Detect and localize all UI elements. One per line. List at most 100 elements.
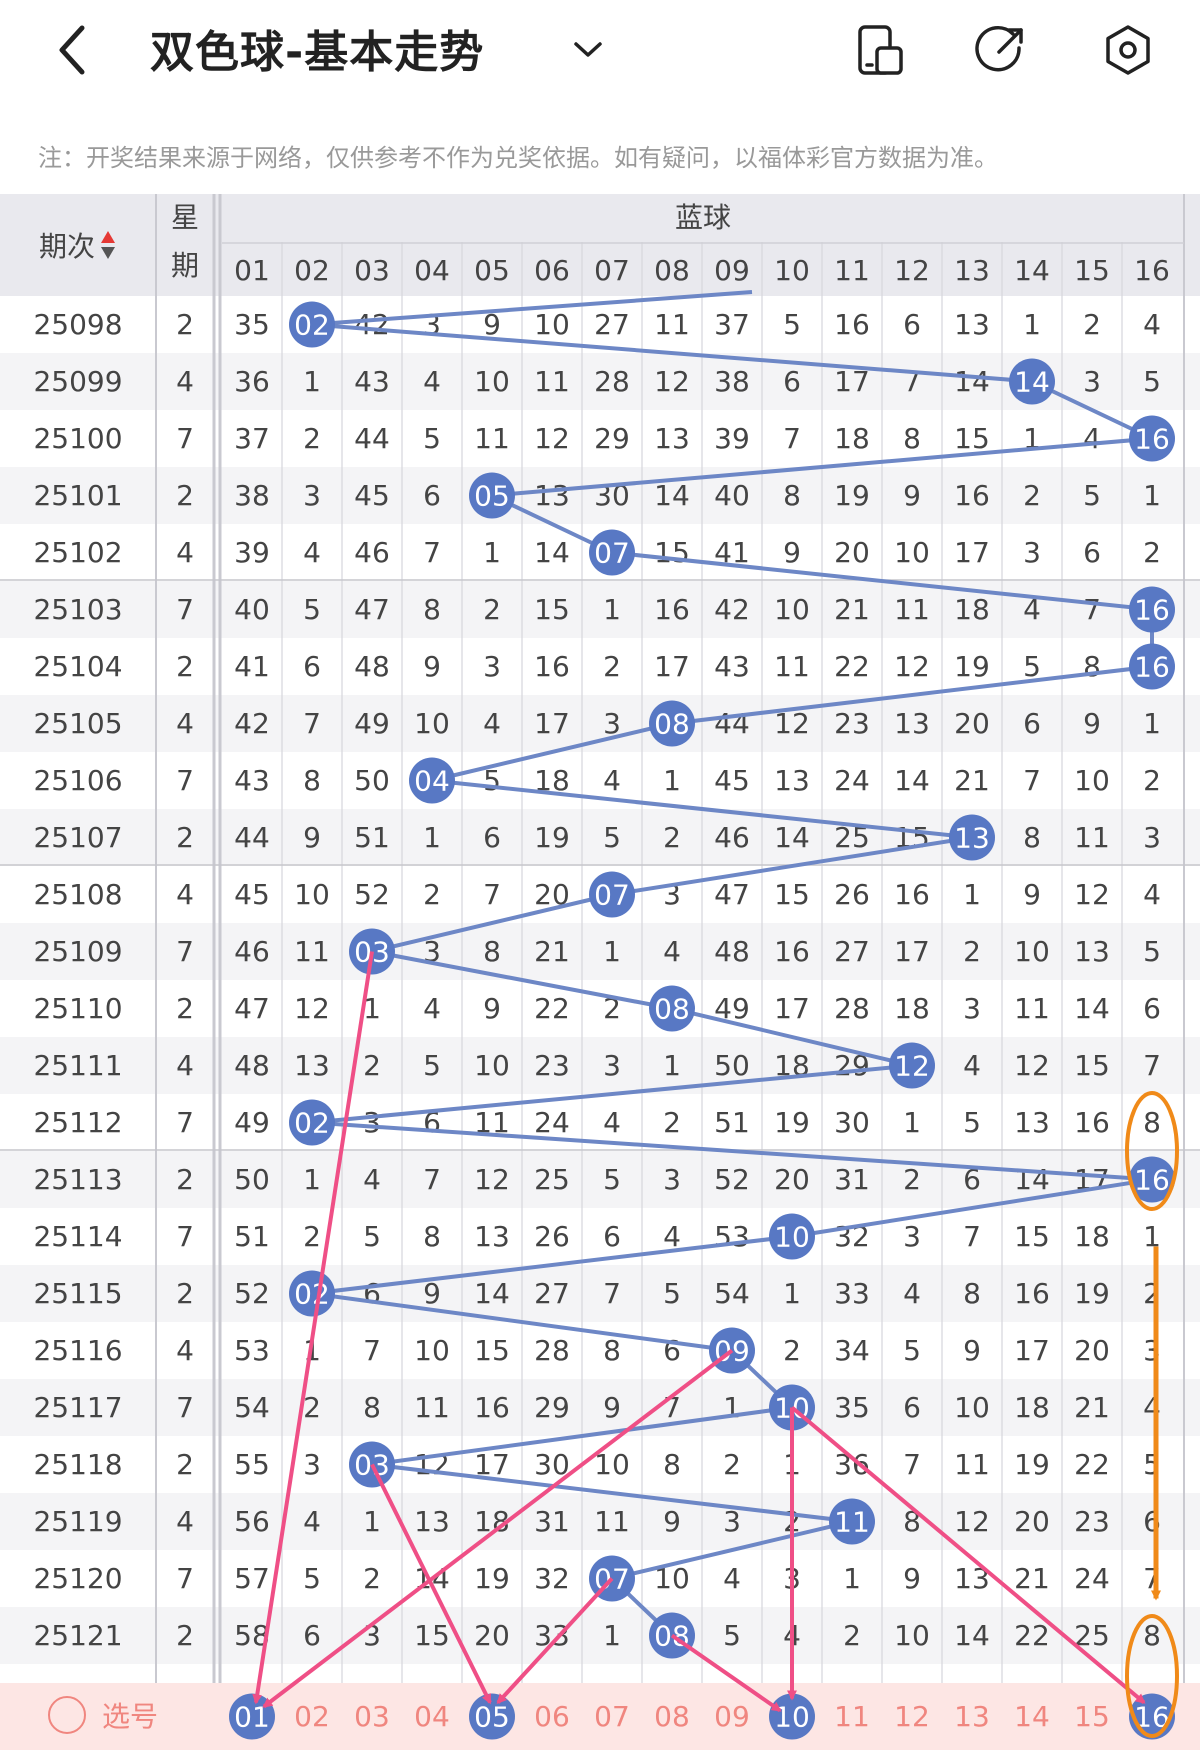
miss-count-cell: 10 bbox=[654, 1562, 690, 1595]
blue-header-11: 11 bbox=[834, 254, 870, 287]
table-header: 期次 星 期 蓝球 01 02 03 04 05 06 07 08 09 10 11 12 13 14 15… bbox=[0, 194, 1200, 296]
share-button[interactable] bbox=[973, 22, 1029, 78]
period-cell: 25103 bbox=[33, 593, 123, 626]
select-number-11[interactable]: 11 bbox=[834, 1700, 870, 1733]
miss-count-cell: 3 bbox=[1023, 536, 1041, 569]
weekday-header-line1: 星 bbox=[170, 201, 199, 234]
miss-count-cell: 21 bbox=[954, 764, 990, 797]
miss-count-cell: 22 bbox=[834, 650, 870, 683]
miss-count-cell: 6 bbox=[363, 1277, 381, 1310]
miss-count-cell: 10 bbox=[894, 1619, 930, 1652]
miss-count-cell: 7 bbox=[1083, 593, 1101, 626]
back-button[interactable] bbox=[44, 22, 100, 78]
select-number-08[interactable]: 08 bbox=[654, 1700, 690, 1733]
miss-count-cell: 13 bbox=[414, 1505, 450, 1538]
miss-count-cell: 11 bbox=[534, 365, 570, 398]
miss-count-cell: 18 bbox=[894, 992, 930, 1025]
miss-count-cell: 22 bbox=[1014, 1619, 1050, 1652]
select-number-04[interactable]: 04 bbox=[414, 1700, 450, 1733]
select-number-07[interactable]: 07 bbox=[594, 1700, 630, 1733]
weekday-cell: 7 bbox=[176, 1106, 194, 1139]
select-number-06[interactable]: 06 bbox=[534, 1700, 570, 1733]
miss-count-cell: 55 bbox=[234, 1448, 270, 1481]
table-row: 25104 2 41 6 48 9 3 16 2 17 43 11 22 12 19 5 8 bbox=[0, 638, 1200, 695]
miss-count-cell: 1 bbox=[603, 935, 621, 968]
miss-count-cell: 10 bbox=[414, 1334, 450, 1367]
select-number-14[interactable]: 14 bbox=[1014, 1700, 1050, 1733]
miss-count-cell: 1 bbox=[303, 365, 321, 398]
period-cell: 25113 bbox=[33, 1163, 123, 1196]
miss-count-cell: 5 bbox=[783, 308, 801, 341]
period-column-header[interactable]: 期次 bbox=[0, 194, 156, 296]
blue-header-07: 07 bbox=[594, 254, 630, 287]
miss-count-cell: 42 bbox=[354, 308, 390, 341]
miss-count-cell: 18 bbox=[474, 1505, 510, 1538]
select-number-12[interactable]: 12 bbox=[894, 1700, 930, 1733]
miss-count-cell: 16 bbox=[1074, 1106, 1110, 1139]
select-number-02[interactable]: 02 bbox=[294, 1700, 330, 1733]
miss-count-cell: 7 bbox=[1143, 1562, 1161, 1595]
miss-count-cell: 4 bbox=[423, 365, 441, 398]
page-title[interactable]: 双色球-基本走势 bbox=[150, 27, 485, 78]
miss-count-cell: 31 bbox=[534, 1505, 570, 1538]
blue-header-03: 03 bbox=[354, 254, 390, 287]
table-row: 25098 2 35 42 3 9 10 27 11 37 5 16 6 13 1 2 4 bbox=[0, 296, 1200, 353]
miss-count-cell: 25 bbox=[1074, 1619, 1110, 1652]
title-dropdown-button[interactable] bbox=[560, 22, 616, 78]
period-header-label: 期次 bbox=[38, 230, 95, 263]
miss-count-cell: 2 bbox=[303, 422, 321, 455]
miss-count-cell: 9 bbox=[663, 1505, 681, 1538]
miss-count-cell: 5 bbox=[963, 1106, 981, 1139]
miss-count-cell: 7 bbox=[423, 1163, 441, 1196]
miss-count-cell: 11 bbox=[594, 1505, 630, 1538]
weekday-cell: 2 bbox=[176, 1277, 194, 1310]
miss-count-cell: 8 bbox=[363, 1391, 381, 1424]
weekday-cell: 4 bbox=[176, 365, 194, 398]
miss-count-cell: 5 bbox=[1143, 935, 1161, 968]
miss-count-cell: 20 bbox=[954, 707, 990, 740]
miss-count-cell: 5 bbox=[423, 422, 441, 455]
miss-count-cell: 1 bbox=[903, 1106, 921, 1139]
miss-count-cell: 2 bbox=[1143, 536, 1161, 569]
miss-count-cell: 4 bbox=[1143, 1391, 1161, 1424]
miss-count-cell: 8 bbox=[303, 764, 321, 797]
miss-count-cell: 15 bbox=[774, 878, 810, 911]
chevron-down-icon bbox=[574, 42, 602, 57]
period-cell: 25101 bbox=[33, 479, 123, 512]
select-radio-icon[interactable] bbox=[48, 1696, 86, 1734]
select-label: 选号 bbox=[102, 1700, 159, 1733]
miss-count-cell: 13 bbox=[954, 308, 990, 341]
select-number-03[interactable]: 03 bbox=[354, 1700, 390, 1733]
weekday-cell: 2 bbox=[176, 1619, 194, 1652]
miss-count-cell: 44 bbox=[234, 821, 270, 854]
miss-count-cell: 4 bbox=[723, 1562, 741, 1595]
table-row: 25111 4 48 13 2 5 10 23 3 1 50 18 29 4 12 15 7 bbox=[0, 1037, 1200, 1094]
weekday-cell: 4 bbox=[176, 1334, 194, 1367]
miss-count-cell: 3 bbox=[723, 1505, 741, 1538]
miss-count-cell: 18 bbox=[834, 422, 870, 455]
miss-count-cell: 13 bbox=[954, 1562, 990, 1595]
miss-count-cell: 24 bbox=[534, 1106, 570, 1139]
miss-count-cell: 7 bbox=[303, 707, 321, 740]
weekday-cell: 4 bbox=[176, 878, 194, 911]
select-number-13[interactable]: 13 bbox=[954, 1700, 990, 1733]
settings-button[interactable] bbox=[1100, 22, 1156, 78]
miss-count-cell: 44 bbox=[714, 707, 750, 740]
miss-count-cell: 36 bbox=[834, 1448, 870, 1481]
select-number-15[interactable]: 15 bbox=[1074, 1700, 1110, 1733]
miss-count-cell: 5 bbox=[603, 821, 621, 854]
weekday-cell: 2 bbox=[176, 308, 194, 341]
miss-count-cell: 52 bbox=[354, 878, 390, 911]
period-cell: 25105 bbox=[33, 707, 123, 740]
miss-count-cell: 7 bbox=[1143, 1049, 1161, 1082]
miss-count-cell: 11 bbox=[654, 308, 690, 341]
miss-count-cell: 13 bbox=[1074, 935, 1110, 968]
miss-count-cell: 11 bbox=[954, 1448, 990, 1481]
miss-count-cell: 9 bbox=[603, 1391, 621, 1424]
table-row: 25106 7 43 8 50 5 18 4 1 45 13 24 14 21 7 10 2 bbox=[0, 752, 1200, 809]
miss-count-cell: 16 bbox=[654, 593, 690, 626]
miss-count-cell: 49 bbox=[234, 1106, 270, 1139]
layout-button[interactable] bbox=[853, 22, 909, 78]
miss-count-cell: 7 bbox=[783, 422, 801, 455]
select-number-09[interactable]: 09 bbox=[714, 1700, 750, 1733]
